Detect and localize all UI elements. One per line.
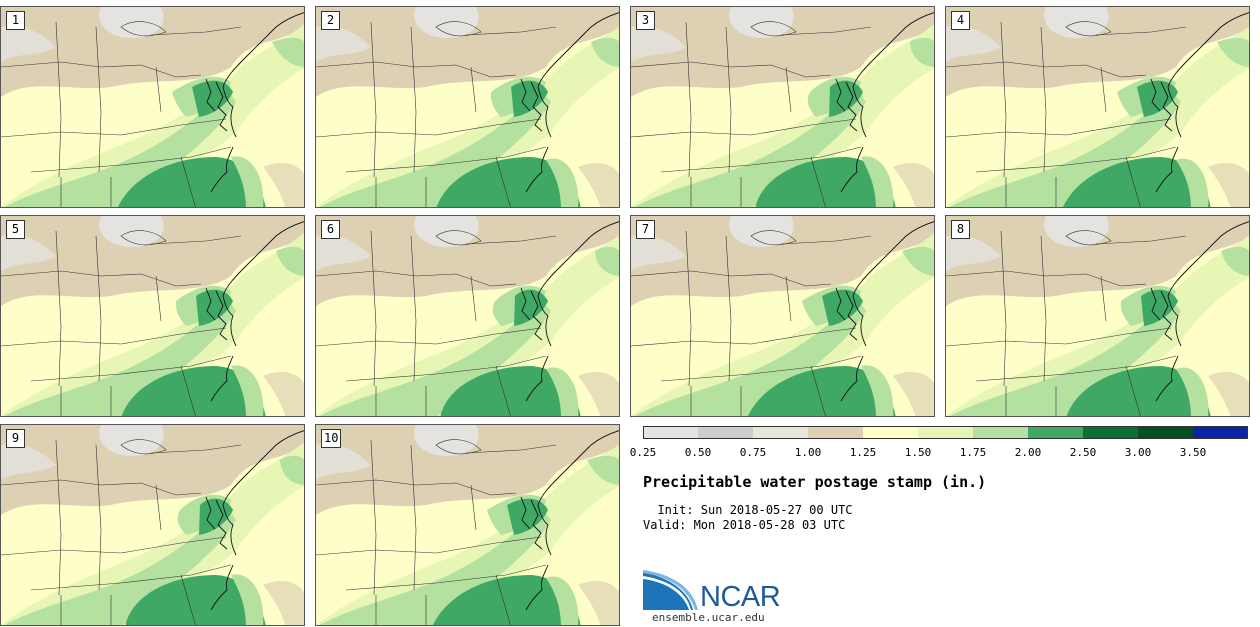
legend-tick-label: 0.75 <box>739 446 767 459</box>
legend-color-cell <box>1193 426 1248 439</box>
member-number-label: 10 <box>321 429 342 448</box>
ensemble-member-map-4: 4 <box>945 6 1250 208</box>
ensemble-member-map-7: 7 <box>630 215 935 417</box>
ensemble-member-map-1: 1 <box>0 6 305 208</box>
legend-color-cell <box>698 426 753 439</box>
legend-color-cell <box>918 426 973 439</box>
legend-color-cell <box>1083 426 1138 439</box>
legend-tick-label: 0.50 <box>684 446 712 459</box>
member-number-label: 6 <box>321 220 340 239</box>
legend-tick-label: 3.50 <box>1179 446 1207 459</box>
ensemble-member-map-9: 9 <box>0 424 305 626</box>
legend-color-cell <box>1138 426 1193 439</box>
ensemble-member-map-10: 10 <box>315 424 620 626</box>
ensemble-member-map-6: 6 <box>315 215 620 417</box>
organization-name: NCAR <box>700 581 781 613</box>
init-time: Init: Sun 2018-05-27 00 UTC <box>643 503 853 517</box>
ensemble-member-map-5: 5 <box>0 215 305 417</box>
member-number-label: 8 <box>951 220 970 239</box>
legend-color-cell <box>863 426 918 439</box>
legend-color-cell <box>753 426 808 439</box>
legend-color-cell <box>808 426 863 439</box>
valid-time: Valid: Mon 2018-05-28 03 UTC <box>643 518 846 532</box>
page-title: Precipitable water postage stamp (in.) <box>643 473 987 491</box>
member-number-label: 2 <box>321 11 340 30</box>
legend-color-cell <box>1028 426 1083 439</box>
legend-tick-label: 2.00 <box>1014 446 1042 459</box>
website-url: ensemble.ucar.edu <box>652 611 765 624</box>
ensemble-member-map-2: 2 <box>315 6 620 208</box>
member-number-label: 1 <box>6 11 25 30</box>
legend-tick-label: 0.25 <box>629 446 657 459</box>
legend-tick-label: 1.25 <box>849 446 877 459</box>
legend-color-cell <box>643 426 698 439</box>
member-number-label: 4 <box>951 11 970 30</box>
legend-tick-label: 3.00 <box>1124 446 1152 459</box>
member-number-label: 3 <box>636 11 655 30</box>
member-number-label: 7 <box>636 220 655 239</box>
legend-tick-label: 1.00 <box>794 446 822 459</box>
legend-tick-label: 1.50 <box>904 446 932 459</box>
legend-outline <box>643 426 1248 439</box>
legend-tick-label: 1.75 <box>959 446 987 459</box>
member-number-label: 9 <box>6 429 25 448</box>
ensemble-member-map-3: 3 <box>630 6 935 208</box>
ensemble-member-map-8: 8 <box>945 215 1250 417</box>
legend-color-cell <box>973 426 1028 439</box>
legend-tick-label: 2.50 <box>1069 446 1097 459</box>
member-number-label: 5 <box>6 220 25 239</box>
ncar-logo-icon <box>643 570 698 610</box>
